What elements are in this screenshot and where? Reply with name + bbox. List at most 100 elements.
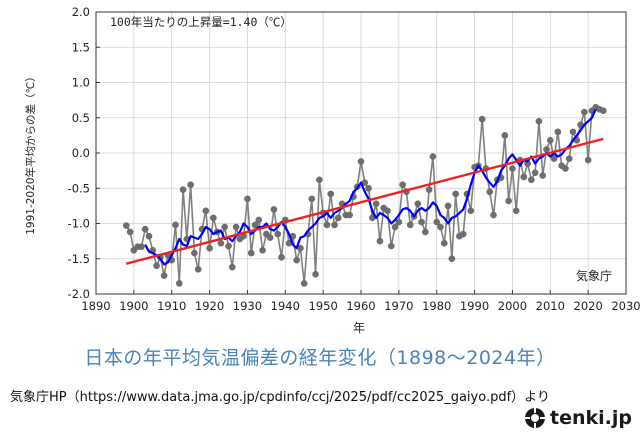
y-tick-label: -1.0 [68,217,90,231]
annual-data-point [422,228,429,236]
y-tick-label: 1.5 [72,40,90,54]
trend-annotation: 100年当たりの上昇量=1.40（℃） [110,15,292,29]
x-tick-label: 1910 [157,299,186,313]
tenki-logo-icon [525,408,546,428]
annual-data-point [228,263,236,271]
annual-data-point [225,242,232,250]
y-tick-label: 1.0 [72,76,90,90]
annual-data-point [569,128,577,136]
annual-data-point [323,221,331,229]
annual-data-point [202,207,210,215]
plot-frame [95,11,627,295]
annual-data-point [179,186,187,193]
axis-ticks: 1890 1900 1910 1920 1930 1940 1950 1960 1970 1980… [68,5,640,313]
series-group [122,103,607,287]
source-citation: 気象庁HP（https://www.data.jma.go.jp/cpdinfo… [10,390,550,405]
annual-data-point [535,117,543,125]
annual-data-point [210,214,217,222]
annual-data-point [406,221,414,229]
annual-data-point [365,184,372,192]
annual-data-point [599,107,607,114]
annual-data-point [266,234,274,241]
annual-data-point [160,272,168,279]
annual-data-point [194,266,202,273]
logo-text: tenki.jp [550,407,632,429]
annual-data-point [581,108,588,116]
annual-data-point [172,221,179,229]
y-tick-label: 0.5 [72,111,90,125]
y-tick-label: -2.0 [68,287,90,301]
annual-data-point [346,211,353,219]
annual-data-point [505,197,512,205]
chart: 1890 1900 1910 1920 1930 1940 1950 1960 1970 1980… [24,5,640,335]
annual-data-point [539,172,547,179]
annual-data-point [414,200,422,208]
x-tick-label: 1970 [384,299,413,313]
annual-data-point [278,254,285,261]
y-axis-label: 1991-2020年平均からの差（℃） [24,71,37,235]
x-tick-label: 2000 [498,299,527,313]
annual-series-line [125,106,604,284]
annual-data-point [232,223,240,231]
x-tick-label: 2020 [574,299,603,313]
annual-data-point [293,256,300,264]
annual-data-point [217,239,225,247]
annual-data-point [270,206,278,213]
annual-data-point [384,207,391,215]
annual-data-point [247,249,255,257]
x-tick-label: 1950 [309,299,338,313]
x-tick-label: 1960 [346,299,375,313]
annual-data-point [399,181,406,189]
annual-data-point [429,153,437,160]
annual-data-point [444,202,452,210]
annual-data-point [138,243,145,251]
annual-data-point [251,221,259,229]
annual-data-point [145,232,153,240]
annual-data-point [448,255,456,263]
annual-data-point [372,200,380,208]
annual-data-point [425,186,433,193]
y-tick-label: 2.0 [72,5,90,19]
annual-data-point [433,218,441,226]
annual-data-point [391,223,399,231]
annual-data-point [440,239,448,247]
annual-data-point [501,132,509,139]
annual-data-point [550,155,558,162]
annual-data-point [546,137,554,144]
annual-data-point [244,195,251,203]
annual-data-point [308,195,316,203]
annual-data-point [543,146,550,153]
x-axis-label: 年 [353,321,365,335]
annual-data-point [334,214,342,222]
y-tick-label: -0.5 [68,181,90,195]
annual-data-point [153,262,160,270]
annual-data-point [141,225,149,233]
annual-data-point [206,244,213,252]
annual-data-point [259,246,266,254]
tenki-logo: tenki.jp [524,406,632,430]
x-tick-label: 1990 [460,299,489,313]
annual-data-point [255,216,263,224]
annual-data-point [565,155,573,162]
annual-data-point [452,190,459,198]
x-tick-label: 2030 [611,299,640,313]
annual-data-point [312,270,319,278]
annual-data-point [175,280,183,287]
annual-data-point [467,207,475,215]
x-tick-label: 1930 [233,299,262,313]
x-tick-label: 1940 [271,299,300,313]
annual-data-point [584,156,592,164]
annual-data-point [357,158,365,165]
annual-data-point [191,249,198,257]
annual-data-point [122,222,130,229]
annual-data-point [531,169,539,177]
annual-data-point [331,221,338,229]
annual-data-point [376,237,384,245]
x-tick-label: 1920 [195,299,224,313]
annual-data-point [512,207,520,215]
annual-data-point [187,181,194,189]
annual-data-point [528,176,535,184]
x-tick-label: 1900 [119,299,148,313]
y-tick-label: -1.5 [68,252,90,266]
annual-data-point [316,176,323,184]
